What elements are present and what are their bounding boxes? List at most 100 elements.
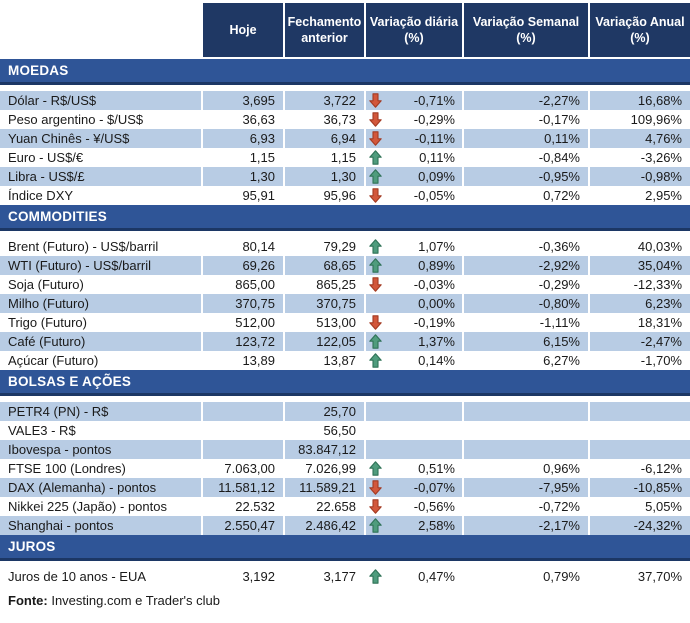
fechamento-anterior-cell: 68,65 xyxy=(285,256,366,275)
hoje-cell xyxy=(203,440,285,459)
asset-name-cell: Ibovespa - pontos xyxy=(0,440,203,459)
hoje-cell: 95,91 xyxy=(203,186,285,205)
variacao-semanal-cell: 6,15% xyxy=(464,332,590,351)
variacao-anual-cell: 35,04% xyxy=(590,256,690,275)
fechamento-anterior-cell: 95,96 xyxy=(285,186,366,205)
fechamento-anterior-cell: 1,15 xyxy=(285,148,366,167)
variacao-semanal-cell: -0,29% xyxy=(464,275,590,294)
up-arrow-icon xyxy=(369,239,383,254)
variacao-semanal-cell: -2,17% xyxy=(464,516,590,535)
variacao-diaria-cell: -0,05% xyxy=(366,186,464,205)
fechamento-anterior-cell: 13,87 xyxy=(285,351,366,370)
variacao-diaria-value: 0,00% xyxy=(418,296,455,311)
variacao-semanal-cell: 0,96% xyxy=(464,459,590,478)
asset-name-cell: Dólar - R$/US$ xyxy=(0,91,203,110)
table-row: Café (Futuro) 123,72 122,05 1,37% 6,15% -2,47… xyxy=(0,332,690,351)
variacao-semanal-cell: 0,79% xyxy=(464,567,590,586)
variacao-semanal-cell: -2,27% xyxy=(464,91,590,110)
variacao-diaria-value: 0,51% xyxy=(418,461,455,476)
variacao-anual-cell xyxy=(590,440,690,459)
header-col-variacao-anual: Variação Anual (%) xyxy=(590,3,690,57)
section-title: COMMODITIES xyxy=(8,209,107,224)
down-arrow-icon xyxy=(369,499,383,514)
hoje-cell: 69,26 xyxy=(203,256,285,275)
variacao-anual-cell: 37,70% xyxy=(637,569,682,584)
variacao-anual-cell: 2,95% xyxy=(645,188,682,203)
table-row: Euro - US$/€ 1,15 1,15 0,11% -0,84% -3,26% xyxy=(0,148,690,167)
down-arrow-icon xyxy=(369,480,383,495)
up-arrow-icon xyxy=(369,334,383,349)
variacao-semanal-cell xyxy=(464,440,590,459)
variacao-anual-cell: -2,47% xyxy=(590,332,690,351)
up-arrow-icon xyxy=(369,461,383,476)
header-col-hoje: Hoje xyxy=(203,3,285,57)
fechamento-anterior-cell: 25,70 xyxy=(285,402,366,421)
fechamento-anterior-cell: 2.486,42 xyxy=(285,516,366,535)
section-header-juros: JUROS xyxy=(0,535,690,561)
hoje-cell: 1,30 xyxy=(203,167,285,186)
up-arrow-icon xyxy=(369,353,383,368)
hoje-cell: 7.063,00 xyxy=(203,459,285,478)
variacao-diaria-value: 0,11% xyxy=(419,150,455,165)
variacao-diaria-cell: 2,58% xyxy=(366,516,464,535)
up-arrow-icon xyxy=(369,169,383,184)
variacao-diaria-value: 1,07% xyxy=(418,239,455,254)
variacao-diaria-cell: -0,07% xyxy=(366,478,464,497)
down-arrow-icon xyxy=(369,112,383,127)
table-header-row: Hoje Fechamento anterior Variação diária… xyxy=(0,3,690,57)
sections-mount: MOEDAS Dólar - R$/US$ 3,695 3,722 -0,71% -2,2… xyxy=(0,59,690,586)
down-arrow-icon xyxy=(369,188,383,203)
variacao-diaria-cell: 0,89% xyxy=(366,256,464,275)
fechamento-anterior-cell: 513,00 xyxy=(285,313,366,332)
variacao-diaria-cell: 0,00% xyxy=(366,294,464,313)
hoje-cell: 22.532 xyxy=(203,497,285,516)
fechamento-anterior-cell: 3,722 xyxy=(285,91,366,110)
variacao-diaria-value: 0,47% xyxy=(418,569,455,584)
variacao-anual-cell: 18,31% xyxy=(637,315,682,330)
table-row: Libra - US$/£ 1,30 1,30 0,09% -0,95% -0,98% xyxy=(0,167,690,186)
variacao-diaria-value: 1,37% xyxy=(418,334,455,349)
hoje-cell: 123,72 xyxy=(203,332,285,351)
variacao-semanal-cell: -7,95% xyxy=(464,478,590,497)
fechamento-anterior-cell: 7.026,99 xyxy=(285,459,366,478)
variacao-semanal-cell: -0,80% xyxy=(464,294,590,313)
variacao-diaria-cell: -0,03% xyxy=(366,275,464,294)
hoje-cell: 6,93 xyxy=(203,129,285,148)
table-row: Juros de 10 anos - EUA 3,192 3,177 0,47% 0,7… xyxy=(0,567,690,586)
asset-name-cell: Peso argentino - $/US$ xyxy=(0,110,203,129)
variacao-diaria-cell xyxy=(366,421,464,440)
variacao-diaria-value: -0,07% xyxy=(413,480,455,495)
variacao-anual-cell: 16,68% xyxy=(590,91,690,110)
hoje-cell: 370,75 xyxy=(203,294,285,313)
variacao-semanal-cell: 0,11% xyxy=(464,129,590,148)
hoje-cell: 512,00 xyxy=(203,313,285,332)
section-header-moedas: MOEDAS xyxy=(0,59,690,85)
variacao-anual-cell: -24,32% xyxy=(590,516,690,535)
section-header-bolsas-e-acoes: BOLSAS E AÇÕES xyxy=(0,370,690,396)
fechamento-anterior-cell: 865,25 xyxy=(285,275,366,294)
section-title: MOEDAS xyxy=(8,63,69,78)
variacao-anual-cell: -0,98% xyxy=(590,167,690,186)
fechamento-anterior-cell: 79,29 xyxy=(285,237,366,256)
hoje-cell: 2.550,47 xyxy=(203,516,285,535)
variacao-semanal-cell: -0,84% xyxy=(464,148,590,167)
variacao-diaria-cell: -0,19% xyxy=(366,313,464,332)
table-row: Soja (Futuro) 865,00 865,25 -0,03% -0,29% -12… xyxy=(0,275,690,294)
table-row: PETR4 (PN) - R$ 25,70 xyxy=(0,402,690,421)
table-row: VALE3 - R$ 56,50 xyxy=(0,421,690,440)
asset-name-cell: Trigo (Futuro) xyxy=(0,313,203,332)
asset-name-cell: FTSE 100 (Londres) xyxy=(0,459,203,478)
variacao-diaria-cell: -0,71% xyxy=(366,91,464,110)
asset-name-cell: WTI (Futuro) - US$/barril xyxy=(0,256,203,275)
variacao-diaria-cell: 0,14% xyxy=(366,351,464,370)
source-text: Investing.com e Trader's club xyxy=(47,593,221,608)
table-row: WTI (Futuro) - US$/barril 69,26 68,65 0,89%… xyxy=(0,256,690,275)
variacao-diaria-value: 0,14% xyxy=(418,353,455,368)
variacao-diaria-value: -0,03% xyxy=(413,277,455,292)
variacao-diaria-value: -0,71% xyxy=(413,93,455,108)
variacao-diaria-value: 0,89% xyxy=(418,258,455,273)
variacao-anual-cell: -12,33% xyxy=(633,277,682,292)
asset-name-cell: Índice DXY xyxy=(0,186,203,205)
variacao-anual-cell: 6,23% xyxy=(590,294,690,313)
